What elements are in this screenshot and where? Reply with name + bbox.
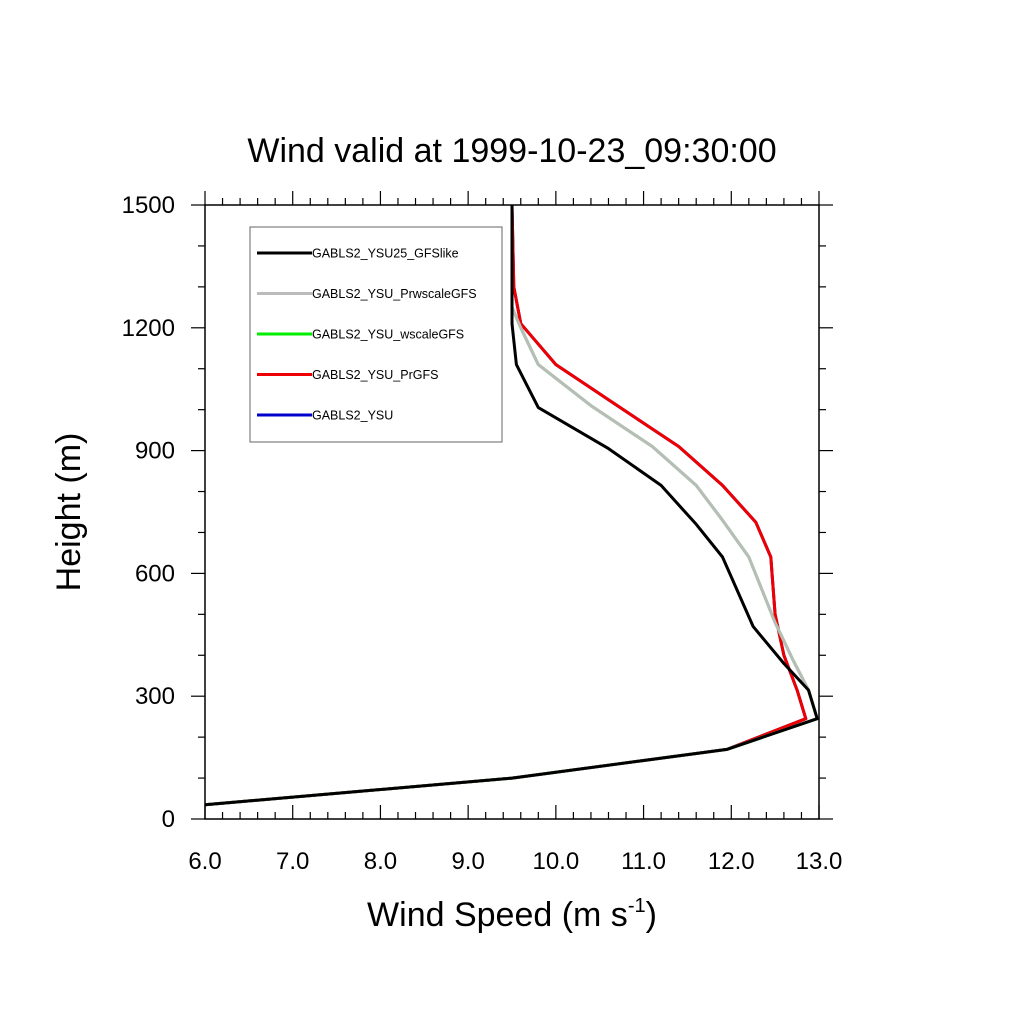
legend-label: GABLS2_YSU_wscaleGFS bbox=[312, 328, 464, 342]
series-line-GABLS2_YSU25_GFSlike bbox=[204, 205, 819, 807]
y-tick-label: 300 bbox=[135, 683, 175, 710]
y-tick-label: 600 bbox=[135, 560, 175, 587]
legend-label: GABLS2_YSU_PrGFS bbox=[312, 368, 438, 382]
y-tick-labels: 0 300 600 900 1200 1500 bbox=[122, 192, 175, 833]
x-axis-label: Wind Speed (m s-1) bbox=[367, 895, 657, 934]
legend-label: GABLS2_YSU_PrwscaleGFS bbox=[312, 287, 477, 301]
x-tick-label: 13.0 bbox=[796, 848, 843, 875]
series-line-GABLS2_YSU_PrGFS bbox=[204, 204, 808, 807]
legend-item: GABLS2_YSU_PrGFS bbox=[257, 368, 438, 382]
x-axis-label-superscript: -1 bbox=[628, 895, 646, 917]
x-tick-label: 12.0 bbox=[708, 848, 755, 875]
y-tick-label: 1200 bbox=[122, 315, 175, 342]
plot-lines bbox=[204, 204, 819, 807]
legend-items: GABLS2_YSU25_GFSlike GABLS2_YSU_PrwscaleG… bbox=[257, 247, 477, 423]
plot-frame bbox=[204, 204, 820, 820]
x-axis-label-suffix: ) bbox=[646, 896, 657, 934]
x-tick-label: 8.0 bbox=[364, 848, 397, 875]
y-tick-label: 1500 bbox=[122, 192, 175, 219]
y-axis-label: Height (m) bbox=[50, 433, 88, 592]
x-tick-label: 11.0 bbox=[621, 848, 666, 875]
legend: GABLS2_YSU25_GFSlike GABLS2_YSU_PrwscaleG… bbox=[249, 226, 503, 443]
x-axis-label-text: Wind Speed (m s bbox=[367, 896, 628, 934]
legend-item: GABLS2_YSU25_GFSlike bbox=[257, 247, 459, 261]
x-tick-label: 10.0 bbox=[532, 848, 579, 875]
legend-item: GABLS2_YSU bbox=[257, 409, 393, 423]
legend-label: GABLS2_YSU25_GFSlike bbox=[312, 247, 459, 261]
y-tick-label: 900 bbox=[135, 438, 175, 465]
x-tick-label: 9.0 bbox=[451, 848, 484, 875]
x-tick-label: 7.0 bbox=[276, 848, 309, 875]
y-tick-label: 0 bbox=[162, 806, 175, 833]
x-tick-labels: 6.0 7.0 8.0 9.0 10.0 11.0 12.0 13.0 bbox=[188, 848, 842, 875]
legend-label: GABLS2_YSU bbox=[312, 409, 393, 423]
legend-item: GABLS2_YSU_PrwscaleGFS bbox=[257, 287, 477, 301]
legend-item: GABLS2_YSU_wscaleGFS bbox=[257, 328, 464, 342]
chart-title: Wind valid at 1999-10-23_09:30:00 bbox=[247, 132, 776, 170]
x-tick-label: 6.0 bbox=[188, 848, 221, 875]
